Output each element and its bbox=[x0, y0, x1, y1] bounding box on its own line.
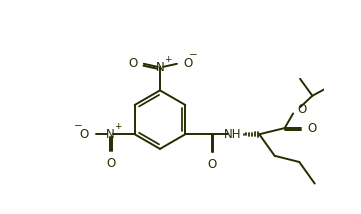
Text: O: O bbox=[79, 128, 88, 141]
Text: −: − bbox=[74, 121, 82, 131]
Text: NH: NH bbox=[224, 128, 242, 141]
Text: +: + bbox=[114, 122, 121, 131]
Text: −: − bbox=[188, 50, 197, 60]
Text: +: + bbox=[164, 55, 171, 64]
Text: N: N bbox=[156, 61, 164, 74]
Text: O: O bbox=[298, 103, 307, 116]
Text: O: O bbox=[208, 158, 217, 171]
Text: O: O bbox=[106, 157, 116, 170]
Text: O: O bbox=[307, 122, 316, 135]
Text: O: O bbox=[129, 57, 138, 70]
Text: N: N bbox=[106, 128, 114, 141]
Text: O: O bbox=[183, 57, 192, 70]
